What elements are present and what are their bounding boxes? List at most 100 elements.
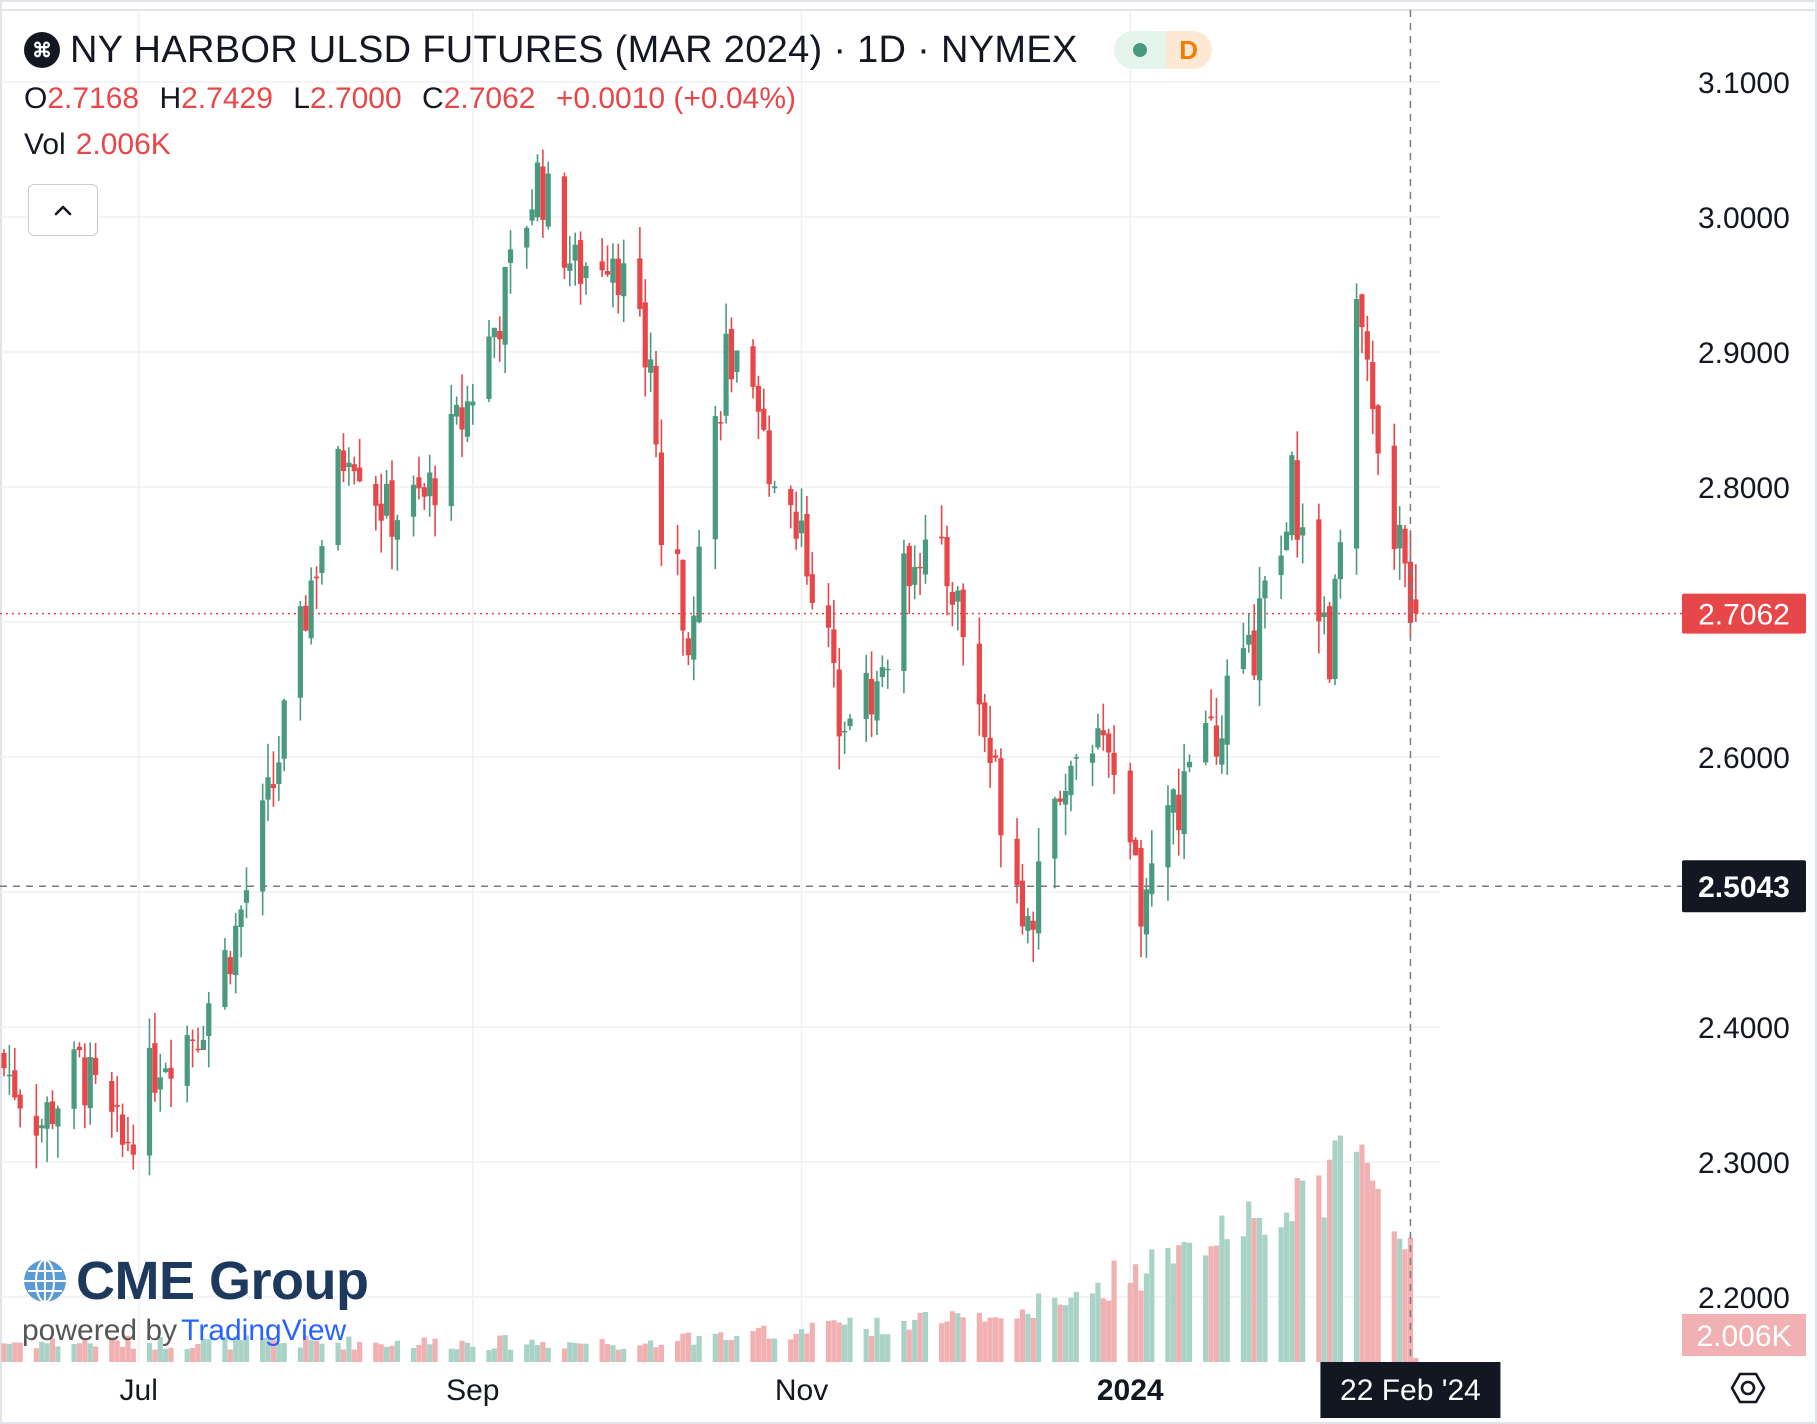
candle-body [1283, 531, 1290, 551]
candle-body [459, 407, 465, 430]
volume-bar [335, 1342, 341, 1362]
volume-bar [206, 1339, 212, 1362]
volume-bar [836, 1322, 842, 1362]
candle-body [1014, 838, 1020, 886]
candle-body [502, 266, 508, 345]
volume-bar [109, 1337, 115, 1362]
candle-body [1068, 765, 1074, 796]
candle-body [653, 365, 659, 445]
volume-bar [642, 1343, 648, 1362]
close-label: C [422, 82, 444, 115]
volume-bar [1106, 1300, 1112, 1362]
candle-body [265, 777, 271, 800]
candle-body [718, 422, 724, 424]
price-axis[interactable]: 3.10003.00002.90002.80002.70002.60002.50… [1682, 67, 1806, 1356]
candle-body [728, 328, 735, 380]
volume-bar [1397, 1238, 1403, 1362]
volume-bar [454, 1349, 460, 1362]
last-price-label: 2.7062 [1698, 599, 1790, 632]
volume-bar [831, 1320, 837, 1362]
x-tick-label: Nov [775, 1374, 828, 1407]
volume-bar [464, 1342, 471, 1362]
candle-body [1300, 527, 1306, 536]
candle-body [1353, 299, 1360, 549]
volume-bar [685, 1332, 691, 1362]
symbol-title[interactable]: NY HARBOR ULSD FUTURES (MAR 2024) · 1D ·… [70, 28, 1078, 71]
volume-bar [276, 1343, 282, 1362]
volume-bar [389, 1345, 395, 1362]
candle-body [1176, 794, 1182, 831]
cme-symbol-icon[interactable]: ⌘ [24, 32, 60, 68]
market-status-badge[interactable]: D [1113, 31, 1212, 69]
volume-bar [1224, 1239, 1230, 1362]
open-value: 2.7168 [47, 82, 140, 115]
chart-legend: ⌘ NY HARBOR ULSD FUTURES (MAR 2024) · 1D… [24, 28, 1212, 162]
volume-bar [572, 1343, 578, 1362]
time-axis[interactable]: Jul Sep Nov 2024 22 Feb '24 [120, 1362, 1501, 1418]
candle-body [1106, 733, 1112, 753]
volume-bar [691, 1344, 697, 1362]
volume-bar [825, 1320, 832, 1362]
candle-body [486, 336, 492, 399]
candle-body [1186, 761, 1193, 768]
volume-bar [901, 1320, 907, 1362]
price-lines [0, 10, 1682, 1362]
volume-bar [410, 1348, 417, 1362]
powered-by-text: powered by [22, 1314, 178, 1347]
candle-body [1397, 524, 1403, 549]
volume-bar [955, 1313, 961, 1362]
y-tick-label: 2.3000 [1698, 1147, 1790, 1180]
volume-bar [561, 1348, 568, 1362]
candle-body [1203, 722, 1209, 763]
candle-body [190, 1039, 196, 1041]
candle-body [303, 605, 309, 631]
volume-bar [93, 1346, 99, 1362]
volume-bar [351, 1349, 357, 1362]
volume-bar [1391, 1231, 1397, 1362]
volume-legend: Vol 2.006K [24, 128, 1212, 162]
market-open-dot-icon [1132, 43, 1147, 57]
settings-icon[interactable] [1728, 1368, 1768, 1408]
volume-bar [750, 1330, 756, 1362]
candle-body [93, 1057, 99, 1076]
volume-bar [1337, 1135, 1343, 1362]
volume-bar [394, 1340, 400, 1362]
x-tick-label: Sep [446, 1374, 499, 1407]
volume-bar [1133, 1264, 1139, 1362]
candle-body [615, 258, 621, 296]
volume-bar [448, 1348, 454, 1362]
volume-bar [184, 1349, 190, 1362]
candle-body [680, 559, 686, 631]
crosshair-price-label: 2.5043 [1698, 871, 1790, 904]
candle-body [901, 553, 907, 672]
volume-bar [1186, 1242, 1193, 1362]
tradingview-link[interactable]: TradingView [181, 1314, 347, 1347]
candle-body [44, 1102, 50, 1129]
volume-bar [297, 1347, 303, 1362]
candle-body [604, 271, 611, 275]
volume-bar [1375, 1188, 1381, 1362]
volume-bar [804, 1333, 810, 1362]
candle-body [470, 401, 476, 406]
volume-bar [270, 1340, 277, 1362]
volume-bar [842, 1324, 848, 1362]
volume-bar [119, 1346, 126, 1362]
candle-body [17, 1094, 23, 1109]
volume-bar [486, 1349, 492, 1362]
candle-body [1, 1053, 7, 1069]
volume-bar [1321, 1217, 1327, 1362]
volume-bar [939, 1323, 945, 1362]
high-value: 2.7429 [181, 82, 273, 115]
volume-bar [1025, 1313, 1031, 1362]
volume-bar [1073, 1291, 1079, 1362]
collapse-legend-button[interactable] [28, 184, 98, 236]
volume-bar [1353, 1151, 1360, 1362]
candle-body [1413, 599, 1419, 614]
volume-bar [1213, 1245, 1220, 1362]
candle-body [572, 244, 578, 261]
candle-body [335, 448, 341, 546]
candle-body [1030, 920, 1036, 930]
volume-bar [680, 1333, 686, 1362]
candle-body [842, 730, 848, 733]
